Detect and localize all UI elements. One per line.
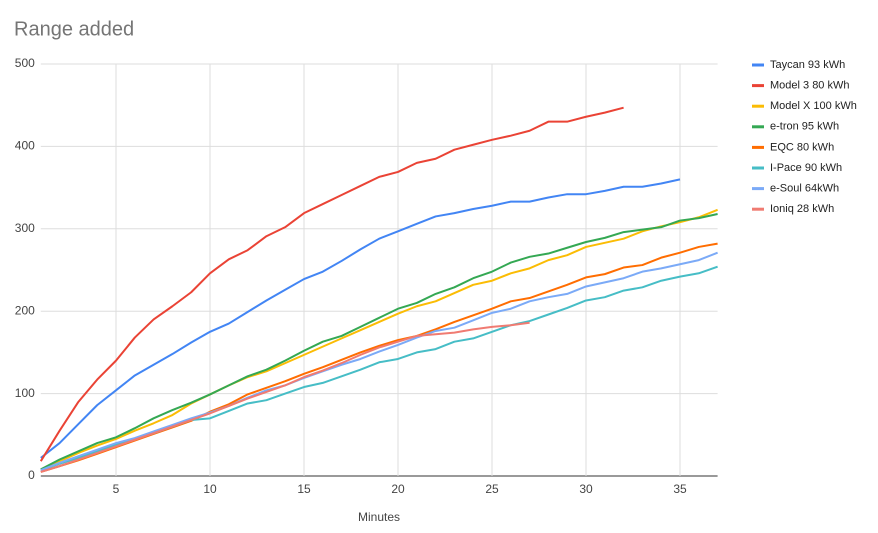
legend-label: EQC 80 kWh — [770, 141, 834, 153]
legend-label: Model X 100 kWh — [770, 100, 857, 112]
series-line — [40, 178, 681, 459]
x-tick-label: 25 — [485, 482, 499, 496]
series-line — [39, 106, 624, 462]
x-tick-label: 35 — [673, 482, 687, 496]
legend-label: Ioniq 28 kWh — [770, 203, 834, 215]
x-tick-label: 15 — [297, 482, 311, 496]
x-tick-label: 30 — [579, 482, 593, 496]
y-tick-label: 0 — [28, 468, 35, 482]
legend-label: e-tron 95 kWh — [770, 121, 839, 133]
y-tick-label: 100 — [15, 386, 35, 400]
legend-label: Taycan 93 kWh — [770, 59, 845, 71]
y-tick-label: 200 — [15, 303, 35, 317]
series-line — [40, 265, 718, 472]
series-line — [40, 321, 530, 473]
y-tick-label: 400 — [15, 139, 35, 153]
series-line — [40, 208, 718, 471]
x-tick-label: 10 — [203, 482, 217, 496]
legend-label: e-Soul 64kWh — [770, 183, 839, 195]
series-line — [40, 212, 718, 471]
series-line — [40, 251, 718, 472]
x-tick-label: 20 — [391, 482, 405, 496]
y-tick-label: 300 — [15, 221, 35, 235]
x-axis-label: Minutes — [358, 510, 400, 524]
x-tick-label: 5 — [113, 482, 120, 496]
chart-title: Range added — [14, 18, 134, 40]
y-tick-label: 500 — [15, 56, 35, 70]
legend-label: I-Pace 90 kWh — [770, 162, 842, 174]
legend-label: Model 3 80 kWh — [770, 80, 849, 92]
